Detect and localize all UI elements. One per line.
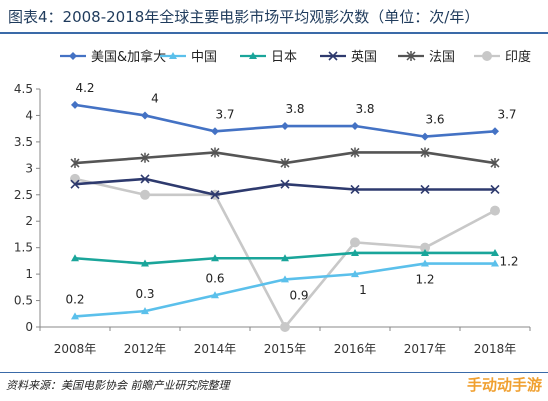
legend-label: 法国 — [429, 50, 455, 65]
x-tick-label: 2016年 — [334, 342, 377, 356]
data-label: 0.9 — [289, 288, 308, 302]
data-point — [70, 173, 80, 184]
data-point — [141, 111, 149, 120]
data-point — [490, 158, 500, 169]
x-tick-label: 2015年 — [264, 342, 307, 356]
watermark-logo: 手动动手游 — [466, 376, 542, 394]
data-label: 0.6 — [205, 271, 224, 285]
data-point — [70, 179, 80, 189]
data-label: 1.2 — [415, 273, 434, 287]
chart-data-labels: 4.2 4 3.7 3.8 3.8 3.6 3.7 0.2 0.3 0.6 0.9 1 1.2 1.2 — [65, 81, 518, 307]
legend-marker-icon — [328, 51, 338, 61]
y-tick-label: 1.5 — [14, 241, 33, 255]
data-label: 1.2 — [499, 255, 518, 269]
y-tick-label: 2 — [25, 214, 33, 228]
x-tick-label: 2014年 — [194, 342, 237, 356]
data-point — [420, 242, 430, 253]
data-point — [351, 122, 359, 131]
data-point — [351, 248, 359, 256]
legend-label: 中国 — [191, 50, 217, 65]
legend-marker-icon — [249, 52, 257, 59]
legend-marker-icon — [482, 51, 492, 61]
data-point — [420, 184, 430, 195]
y-tick-label: 1 — [25, 267, 33, 281]
data-point — [140, 174, 150, 184]
legend-marker-icon — [406, 51, 416, 61]
y-tick-label: 0.5 — [14, 294, 33, 308]
data-label: 4.2 — [75, 81, 94, 95]
data-point — [281, 254, 289, 262]
data-point — [210, 190, 220, 200]
data-point — [210, 147, 220, 158]
footer-divider — [0, 372, 548, 373]
data-point — [421, 132, 429, 141]
data-point — [351, 270, 359, 278]
data-label: 4 — [151, 91, 159, 105]
data-point — [491, 248, 499, 256]
data-label: 3.8 — [285, 102, 304, 116]
legend-marker-icon — [69, 52, 77, 60]
y-tick-label: 3.5 — [14, 135, 33, 149]
data-label: 3.7 — [215, 107, 234, 121]
data-point — [141, 259, 149, 267]
data-point — [421, 248, 429, 256]
legend-label: 印度 — [505, 49, 531, 65]
data-point — [140, 152, 150, 163]
title-divider — [0, 32, 548, 34]
data-point — [211, 291, 219, 299]
data-point — [71, 254, 79, 262]
data-point — [281, 122, 289, 131]
data-point — [211, 254, 219, 262]
data-point — [420, 147, 430, 158]
y-tick-label: 3 — [25, 161, 33, 175]
chart-legend: 美国&加拿大 中国 日本 英国 法国 印度 — [60, 49, 531, 65]
x-tick-label: 2018年 — [474, 342, 517, 356]
y-tick-label: 4 — [25, 108, 33, 122]
data-point — [491, 259, 499, 267]
chart-series-lines — [70, 100, 500, 332]
data-point — [490, 205, 500, 216]
x-tick-label: 2012年 — [124, 342, 167, 356]
data-point — [280, 179, 290, 189]
x-tick-label: 2008年 — [54, 342, 97, 356]
line-chart: 美国&加拿大 中国 日本 英国 法国 印度 0 0.5 1 1.5 2 2.5 3 3.5 4 4.5 200… — [14, 49, 531, 356]
data-point — [281, 275, 289, 283]
legend-label: 美国&加拿大 — [91, 49, 166, 65]
data-point — [211, 127, 219, 136]
legend-label: 日本 — [271, 50, 297, 65]
data-label: 0.3 — [135, 287, 154, 301]
data-label: 3.6 — [425, 113, 444, 127]
source-note: 资料来源：美国电影协会 前瞻产业研究院整理 — [6, 379, 230, 392]
legend-marker-icon — [169, 52, 177, 59]
y-tick-label: 0 — [25, 320, 33, 334]
data-point — [71, 312, 79, 320]
data-point — [490, 184, 500, 195]
data-point — [280, 158, 290, 169]
data-point — [350, 184, 360, 195]
y-tick-label: 2.5 — [14, 188, 33, 202]
legend-label: 英国 — [351, 50, 377, 65]
data-point — [70, 158, 80, 169]
data-point — [421, 259, 429, 267]
data-point — [280, 322, 290, 332]
data-label: 3.7 — [497, 107, 516, 121]
data-label: 1 — [359, 283, 367, 297]
data-point — [350, 237, 360, 248]
data-label: 0.2 — [65, 292, 84, 306]
data-label: 3.8 — [355, 102, 374, 116]
data-point — [141, 307, 149, 315]
data-point — [140, 189, 150, 200]
data-point — [71, 100, 79, 109]
data-point — [350, 147, 360, 158]
x-tick-label: 2017年 — [404, 342, 447, 356]
data-point — [491, 127, 499, 136]
y-tick-label: 4.5 — [14, 82, 33, 96]
chart-title: 图表4：2008-2018年全球主要电影市场平均观影次数（单位：次/年） — [8, 8, 480, 26]
